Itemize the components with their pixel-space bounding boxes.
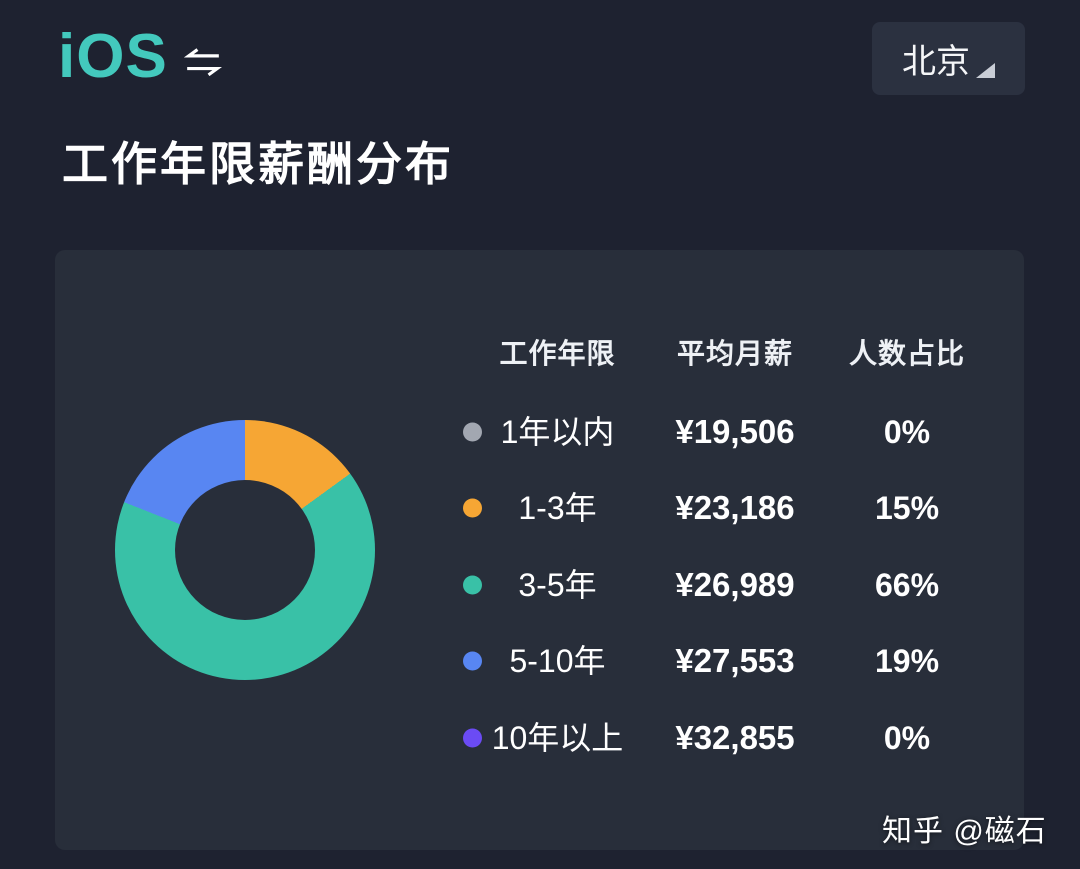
row-percent: 19%	[874, 643, 940, 679]
legend-dot	[463, 728, 482, 748]
row-label: 3-5年	[518, 567, 597, 603]
page-title: 工作年限薪酬分布	[62, 138, 454, 190]
platform-title: iOS	[58, 22, 168, 91]
table-row: 1-3年 ¥23,186 15%	[55, 470, 1024, 546]
row-label: 1-3年	[518, 490, 597, 526]
city-label: 北京	[902, 43, 970, 81]
legend-dot	[463, 498, 482, 518]
row-label: 10年以上	[491, 720, 624, 756]
row-salary: ¥23,186	[675, 489, 795, 526]
row-label: 5-10年	[509, 643, 606, 679]
row-salary: ¥32,855	[675, 719, 795, 756]
donut-hole	[175, 480, 315, 620]
column-header-years: 工作年限	[499, 338, 616, 369]
legend-dot	[463, 575, 482, 595]
table-header: 工作年限 平均月薪 人数占比	[55, 334, 1024, 374]
column-header-percent: 人数占比	[848, 338, 965, 369]
row-salary: ¥19,506	[675, 413, 795, 450]
dropdown-corner-icon	[976, 63, 995, 78]
table-row: 1年以内 ¥19,506 0%	[55, 394, 1024, 470]
table-row: 3-5年 ¥26,989 66%	[55, 547, 1024, 623]
row-percent: 66%	[874, 567, 940, 603]
row-label: 1年以内	[500, 414, 615, 450]
row-percent: 0%	[883, 720, 931, 756]
city-selector-button[interactable]: 北京	[872, 22, 1025, 95]
salary-distribution-card: 工作年限 平均月薪 人数占比 1年以内 ¥19,506 0% 1-3年 ¥23,…	[55, 250, 1024, 850]
donut-chart[interactable]	[115, 420, 375, 680]
watermark: 知乎 @磁石	[882, 815, 1047, 848]
row-percent: 15%	[874, 490, 940, 526]
table-row: 5-10年 ¥27,553 19%	[55, 623, 1024, 699]
column-header-salary: 平均月薪	[676, 338, 793, 369]
legend-dot	[463, 651, 482, 671]
row-salary: ¥27,553	[675, 642, 795, 679]
row-percent: 0%	[883, 414, 931, 450]
swap-arrows-icon[interactable]	[183, 47, 222, 79]
table-row: 10年以上 ¥32,855 0%	[55, 700, 1024, 776]
legend-dot	[463, 422, 482, 442]
header: iOS	[58, 18, 222, 96]
row-salary: ¥26,989	[675, 566, 795, 603]
